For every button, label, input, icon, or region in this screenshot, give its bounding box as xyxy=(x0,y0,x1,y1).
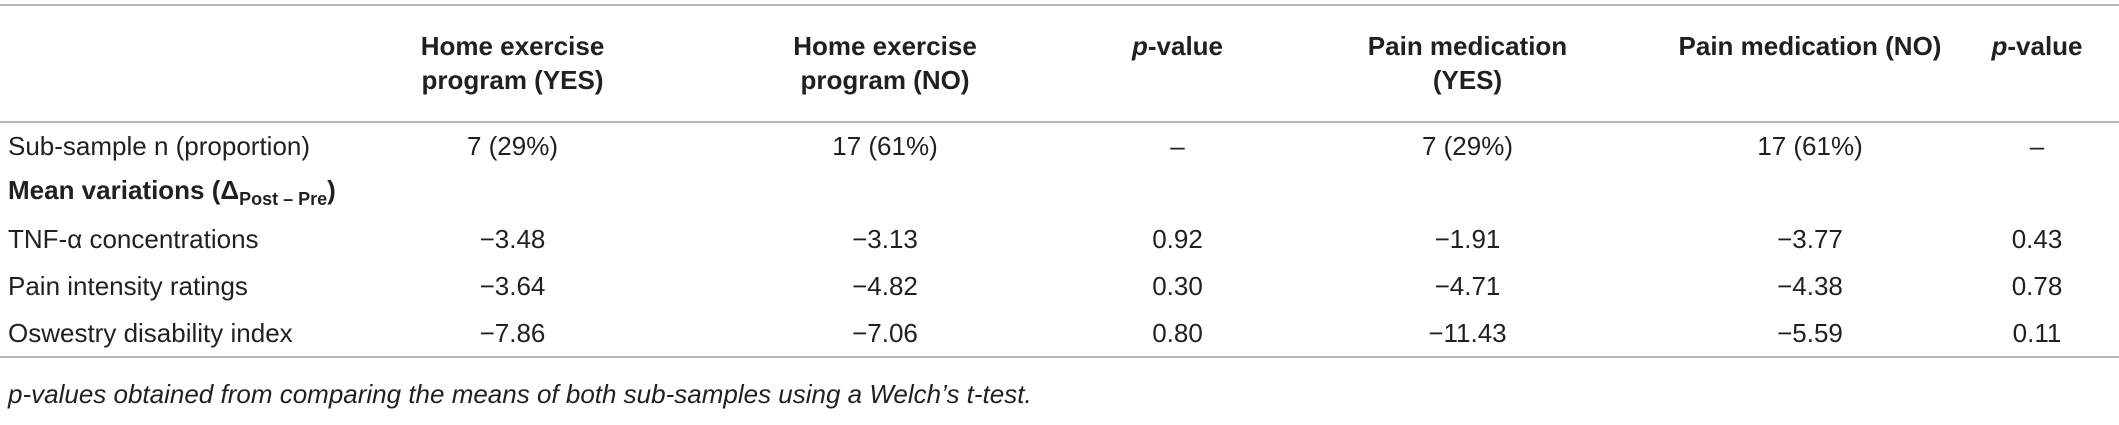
table-cell: −4.38 xyxy=(1777,271,1843,301)
header-home-exercise-no: Home exercise program (NO) xyxy=(685,5,1085,122)
table-row: Pain intensity ratings −3.64 −4.82 0.30 … xyxy=(0,263,2119,310)
header-pain-medication-no: Pain medication (NO) xyxy=(1678,31,1942,61)
table-cell: – xyxy=(1170,130,1185,161)
header-p-rest: -value xyxy=(2007,31,2083,61)
header-p: p xyxy=(1991,31,2008,61)
table-cell: 0.30 xyxy=(1152,271,1203,301)
section-header: Mean variations (ΔPost – Pre) xyxy=(0,169,2119,216)
table-cell: 0.11 xyxy=(2012,317,2062,348)
header-line: program (NO) xyxy=(800,65,970,95)
row-label: Oswestry disability index xyxy=(8,317,293,348)
header-line: Home exercise xyxy=(793,31,977,61)
header-p: p xyxy=(1131,31,1148,61)
table-cell: 0.80 xyxy=(1152,317,1203,348)
header-empty xyxy=(0,5,340,122)
table-cell: −3.48 xyxy=(479,224,546,254)
section-label: Mean variations (Δ xyxy=(8,175,240,205)
table-cell: 17 (61%) xyxy=(1757,130,1863,161)
row-label: TNF-α concentrations xyxy=(8,224,259,254)
header-line: (YES) xyxy=(1432,65,1503,95)
table-cell: −3.77 xyxy=(1777,224,1843,254)
section-close: ) xyxy=(327,175,336,205)
header-line: Pain medication xyxy=(1367,31,1568,61)
header-line: program (YES) xyxy=(421,65,604,95)
header-p-value-2: p-value xyxy=(1955,5,2119,122)
header-line: Home exercise xyxy=(420,31,605,61)
table-cell: −11.43 xyxy=(1428,317,1507,348)
section-subscript: Post – Pre xyxy=(239,189,328,209)
table-cell: 7 (29%) xyxy=(1421,130,1514,161)
table-row: TNF-α concentrations −3.48 −3.13 0.92 −1… xyxy=(0,216,2119,263)
header-p-value-1: p-value xyxy=(1085,5,1270,122)
header-row: Home exercise program (YES) Home exercis… xyxy=(0,5,2119,122)
header-p-rest: -value xyxy=(1147,31,1224,61)
table-cell: 0.78 xyxy=(2011,271,2063,301)
table-cell: −4.82 xyxy=(852,271,918,301)
table-cell: −3.64 xyxy=(479,271,546,301)
table-cell: −4.71 xyxy=(1434,271,1501,301)
row-label: Sub-sample n (proportion) xyxy=(8,130,311,161)
results-table: Home exercise program (YES) Home exercis… xyxy=(0,4,2119,358)
section-header-row: Mean variations (ΔPost – Pre) xyxy=(0,169,2119,216)
header-home-exercise-yes: Home exercise program (YES) xyxy=(340,5,685,122)
table-row-subsample: Sub-sample n (proportion) 7 (29%) 17 (61… xyxy=(0,122,2119,169)
table-cell: −7.06 xyxy=(852,317,918,348)
table-cell: −5.59 xyxy=(1777,317,1843,348)
table-cell: 7 (29%) xyxy=(466,130,559,161)
table-cell: 17 (61%) xyxy=(832,130,938,161)
header-pain-medication-yes: Pain medication (YES) xyxy=(1270,5,1665,122)
row-label: Pain intensity ratings xyxy=(8,271,248,301)
table-cell: −1.91 xyxy=(1434,224,1501,254)
table-cell: 0.43 xyxy=(2011,224,2063,254)
table-cell: −3.13 xyxy=(852,224,918,254)
table-cell: −7.86 xyxy=(479,317,546,348)
table-cell: – xyxy=(2029,130,2045,161)
table-cell: 0.92 xyxy=(1152,224,1203,254)
table-footnote: p-values obtained from comparing the mea… xyxy=(8,379,1032,409)
table-row: Oswestry disability index −7.86 −7.06 0.… xyxy=(0,310,2119,357)
